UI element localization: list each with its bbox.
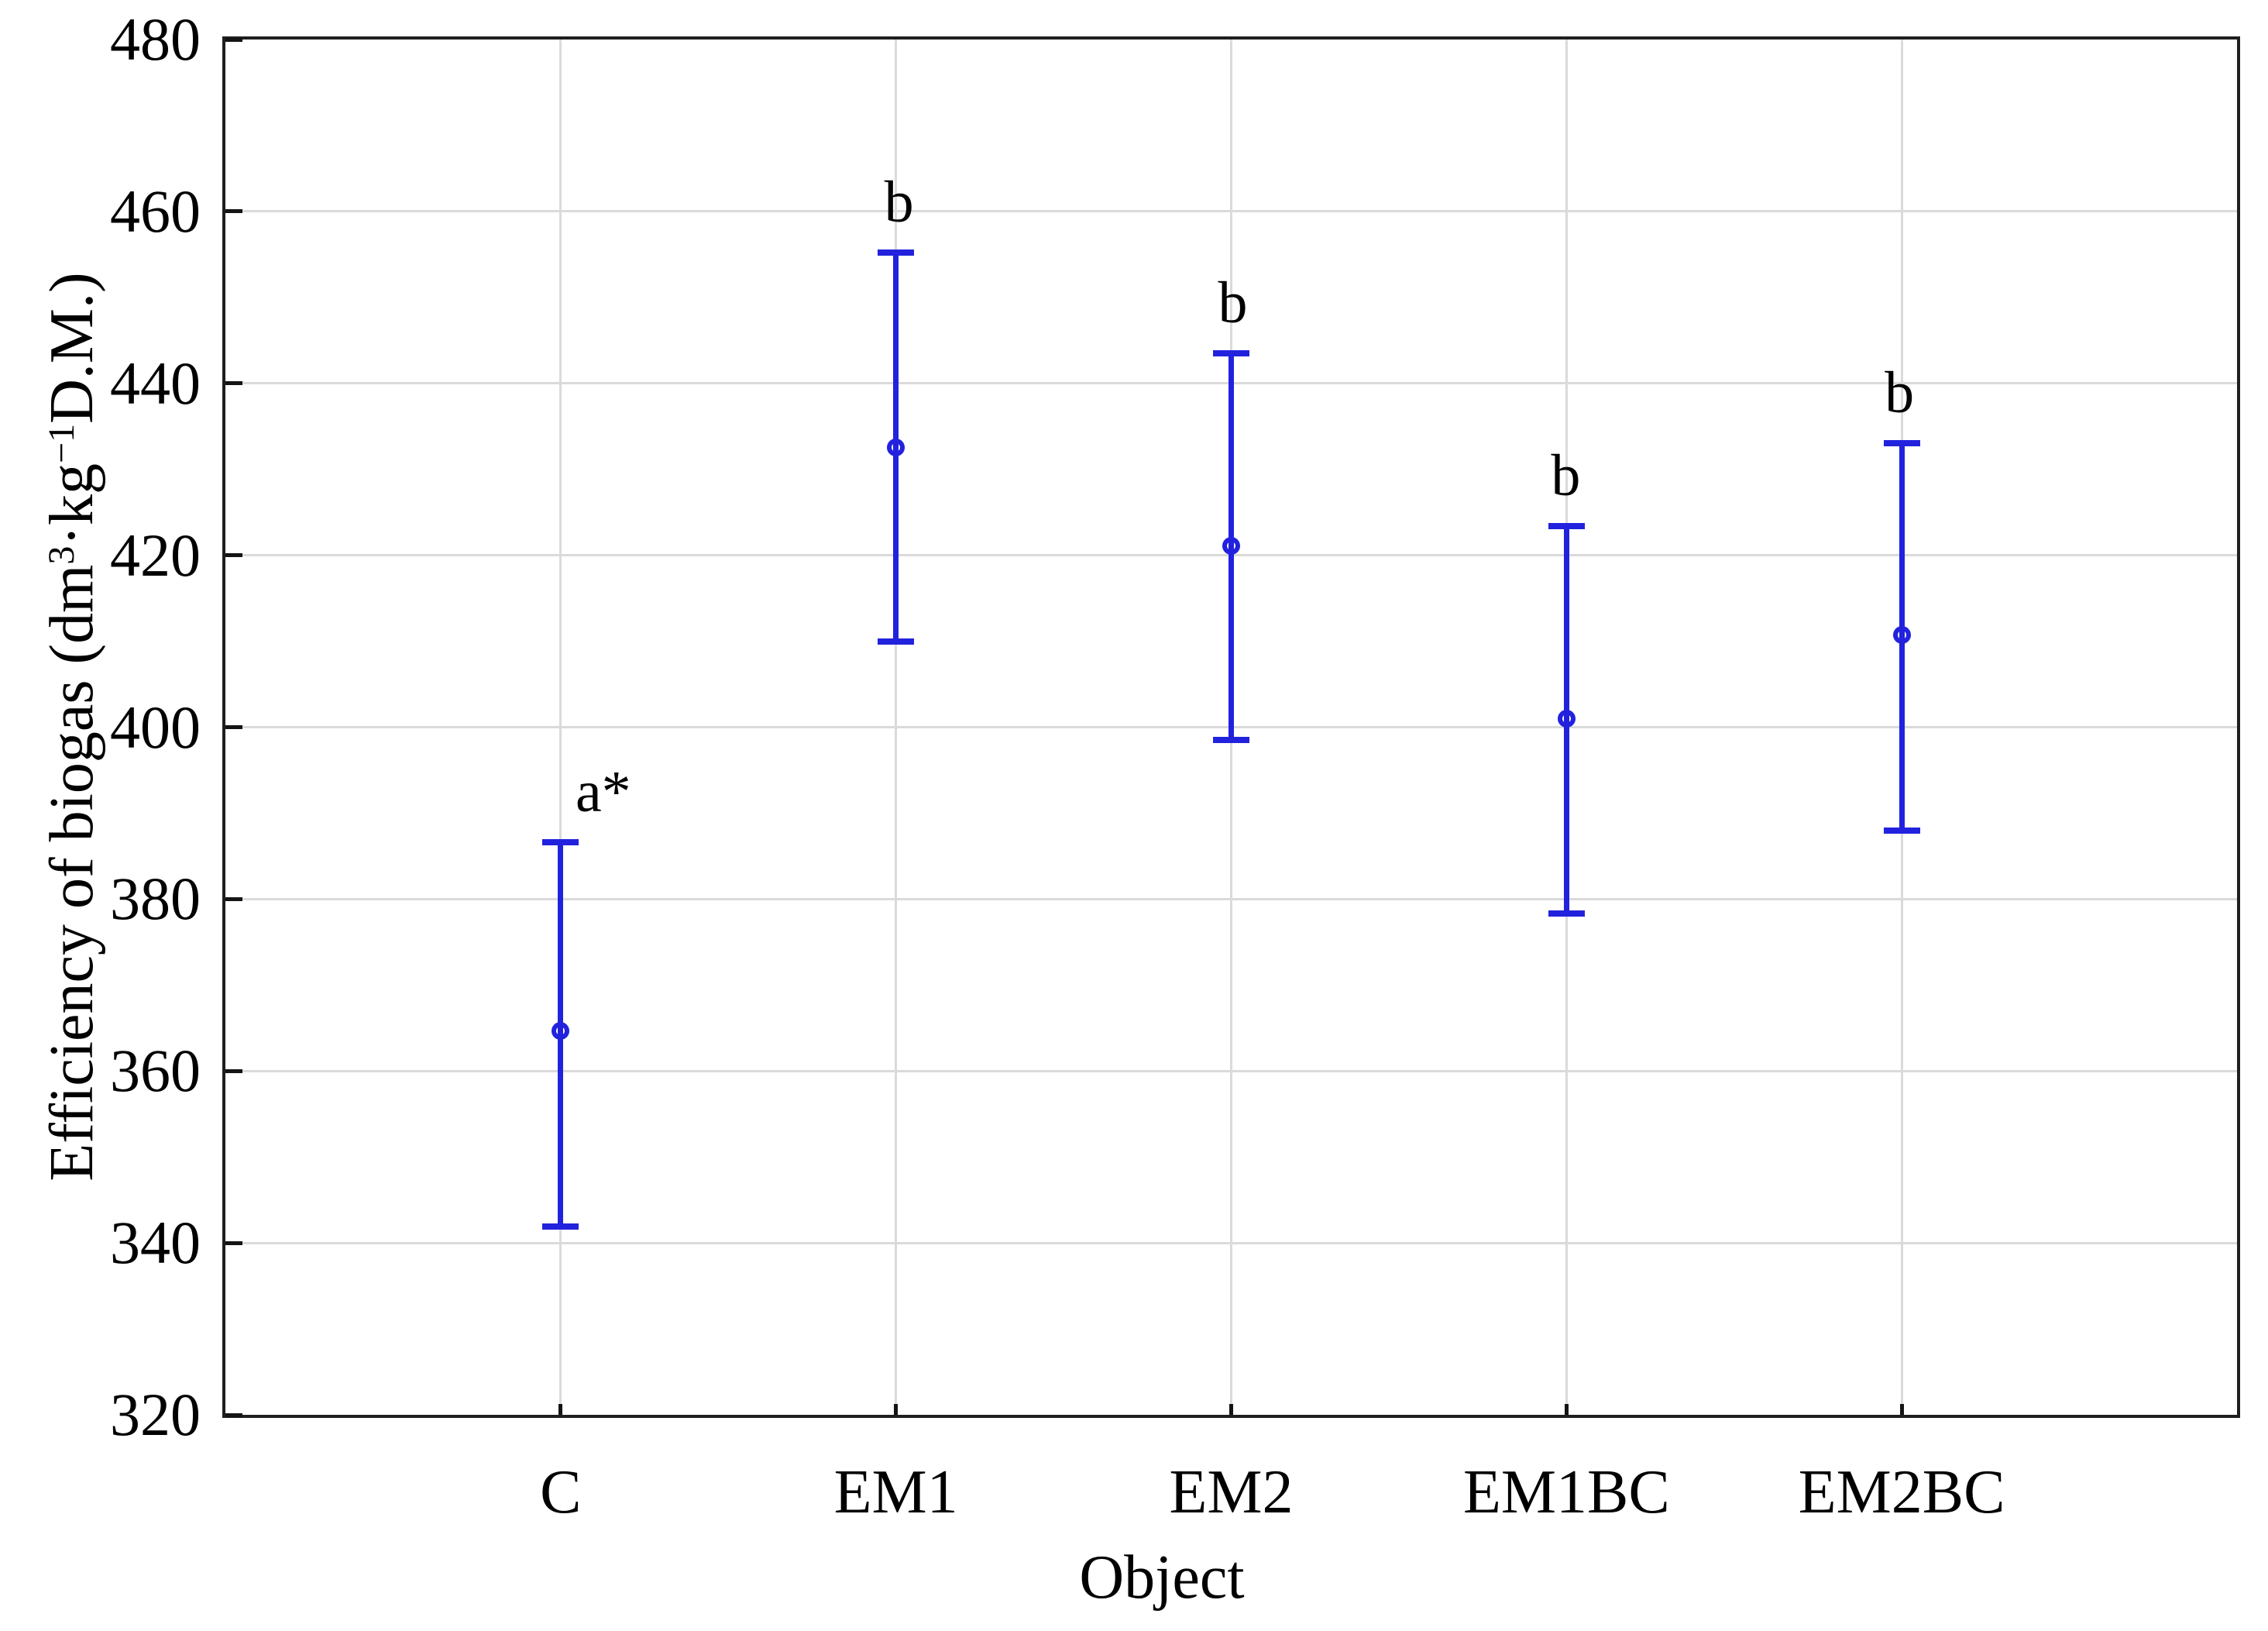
y-tick-label: 480 [110,5,201,73]
y-axis-title-superscript: −1 [41,423,82,463]
x-tick [1899,1404,1904,1415]
x-axis-title: Object [1079,1543,1245,1612]
y-tick-label: 380 [110,865,201,933]
y-tick [225,553,242,558]
x-tick-label: EM1BC [1462,1458,1670,1526]
error-bar-cap-bottom [878,638,915,645]
x-tick [894,1404,899,1415]
x-tick-label: EM2BC [1798,1458,2005,1526]
y-tick [225,896,242,901]
horizontal-gridline [225,1069,2237,1072]
y-tick [225,209,242,214]
y-tick [225,1240,242,1245]
x-tick-label: EM1 [833,1458,958,1526]
significance-label: b [1551,442,1581,508]
mean-marker [1557,709,1576,728]
mean-marker [552,1021,570,1040]
y-tick-label: 440 [110,349,201,417]
mean-marker [1222,536,1240,555]
error-bar-cap-top [1548,522,1585,529]
x-tick-label: C [540,1458,582,1526]
y-tick-label: 340 [110,1209,201,1277]
error-bar-cap-bottom [1548,910,1585,917]
error-bar-cap-top [1213,349,1249,356]
mean-marker [887,439,905,457]
mean-marker [1892,626,1911,645]
error-bar-cap-top [878,249,915,256]
y-tick-label: 460 [110,177,201,245]
y-tick [225,725,242,729]
error-bar-cap-bottom [542,1223,579,1230]
x-tick [558,1404,563,1415]
y-tick [225,1068,242,1073]
y-tick-label: 420 [110,521,201,589]
y-tick [225,37,242,42]
error-bar-cap-top [1883,440,1920,447]
x-tick [1229,1404,1233,1415]
significance-label: b [884,170,914,236]
x-tick [1564,1404,1569,1415]
horizontal-gridline [225,210,2237,213]
error-bar-cap-top [542,839,579,846]
significance-label: b [1885,360,1915,426]
horizontal-gridline [225,897,2237,900]
error-bar-cap-bottom [1883,827,1920,834]
y-tick-label: 320 [110,1381,201,1448]
significance-label: b [1218,270,1248,335]
y-tick-label: 400 [110,693,201,761]
horizontal-gridline [225,1241,2237,1244]
y-tick [225,1413,242,1417]
error-bar-cap-bottom [1213,737,1249,744]
significance-label: a* [575,759,631,825]
x-tick-label: EM2 [1169,1458,1294,1526]
plot-inner [225,37,2237,1417]
plot-area [222,36,2240,1418]
y-tick [225,381,242,386]
y-tick-label: 360 [110,1037,201,1105]
